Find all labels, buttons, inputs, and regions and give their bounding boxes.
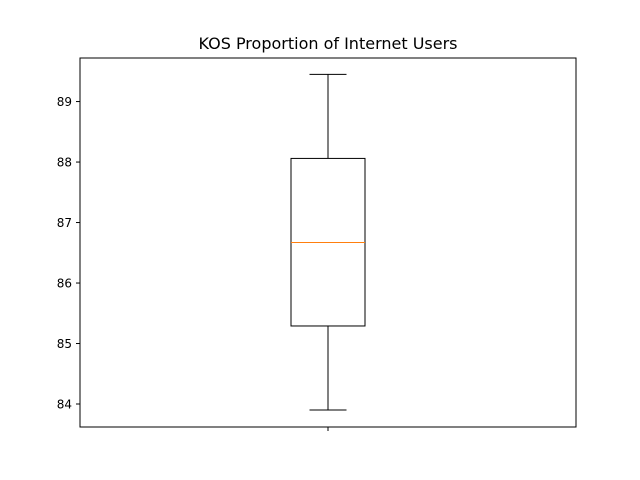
axes-frame bbox=[79, 57, 577, 428]
y-tick-label: 84 bbox=[57, 398, 72, 412]
y-tick-label: 87 bbox=[57, 216, 72, 230]
y-tick-label: 86 bbox=[57, 277, 72, 291]
y-tick-label: 88 bbox=[57, 156, 72, 170]
plot-area: 84 85 86 87 88 89 bbox=[57, 73, 366, 431]
chart-title: KOS Proportion of Internet Users bbox=[198, 34, 457, 53]
y-tick-label: 89 bbox=[57, 95, 72, 109]
y-tick-label: 85 bbox=[57, 337, 72, 351]
